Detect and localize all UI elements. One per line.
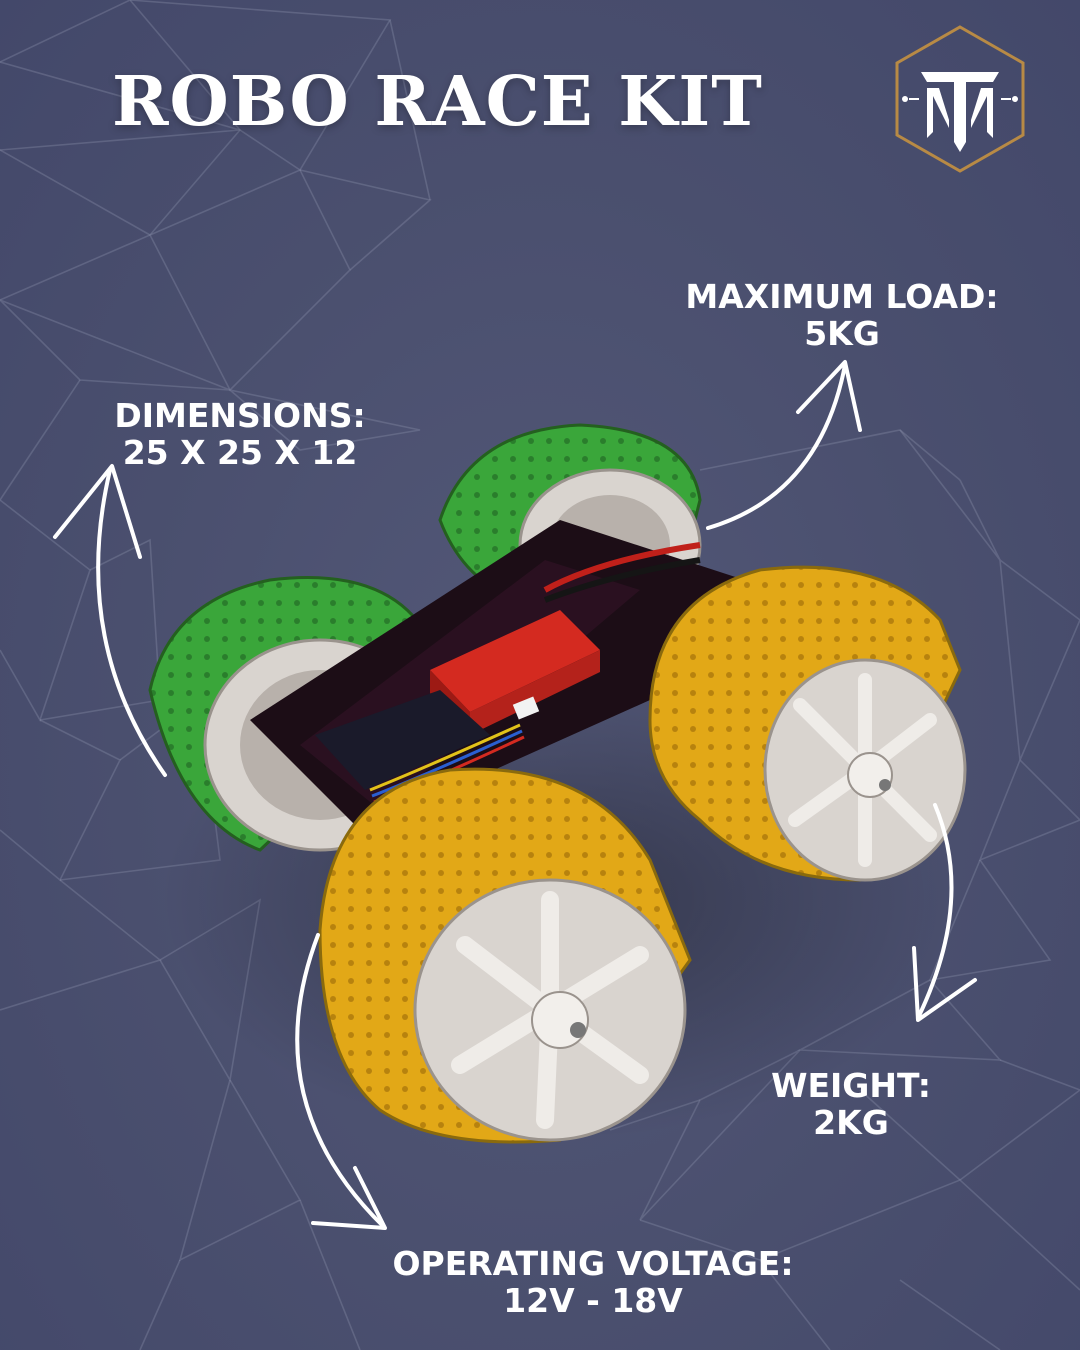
- spec-max-load: MAXIMUM LOAD: 5KG: [685, 278, 998, 352]
- spec-weight: WEIGHT: 2KG: [771, 1067, 931, 1141]
- spec-max-load-label: MAXIMUM LOAD:: [685, 277, 999, 316]
- spec-dimensions-value: 25 X 25 X 12: [122, 433, 358, 472]
- spec-max-load-value: 5KG: [804, 314, 880, 353]
- arrow-voltage: [295, 933, 385, 1228]
- spec-dimensions-label: DIMENSIONS:: [114, 396, 366, 435]
- arrow-max-load: [706, 363, 847, 530]
- spec-voltage: OPERATING VOLTAGE: 12V - 18V: [392, 1245, 793, 1319]
- back-right-wheel: [648, 565, 967, 882]
- spec-dimensions: DIMENSIONS: 25 X 25 X 12: [114, 397, 365, 471]
- tm-monogram-logo: [895, 25, 1025, 173]
- front-right-wheel: [318, 767, 692, 1144]
- arrow-voltage-head: [311, 1166, 387, 1230]
- page-title: ROBO RACE KIT: [112, 62, 763, 142]
- spec-weight-value: 2KG: [813, 1103, 889, 1142]
- spec-weight-label: WEIGHT:: [771, 1066, 931, 1105]
- arrow-weight-head: [912, 946, 977, 1022]
- arrow-max-load-head: [796, 360, 862, 432]
- spec-voltage-label: OPERATING VOLTAGE:: [392, 1244, 794, 1283]
- arrow-weight: [916, 803, 954, 1020]
- spec-voltage-value: 12V - 18V: [503, 1281, 683, 1320]
- arrow-dimensions-head: [53, 464, 142, 559]
- arrow-dimensions: [96, 468, 167, 777]
